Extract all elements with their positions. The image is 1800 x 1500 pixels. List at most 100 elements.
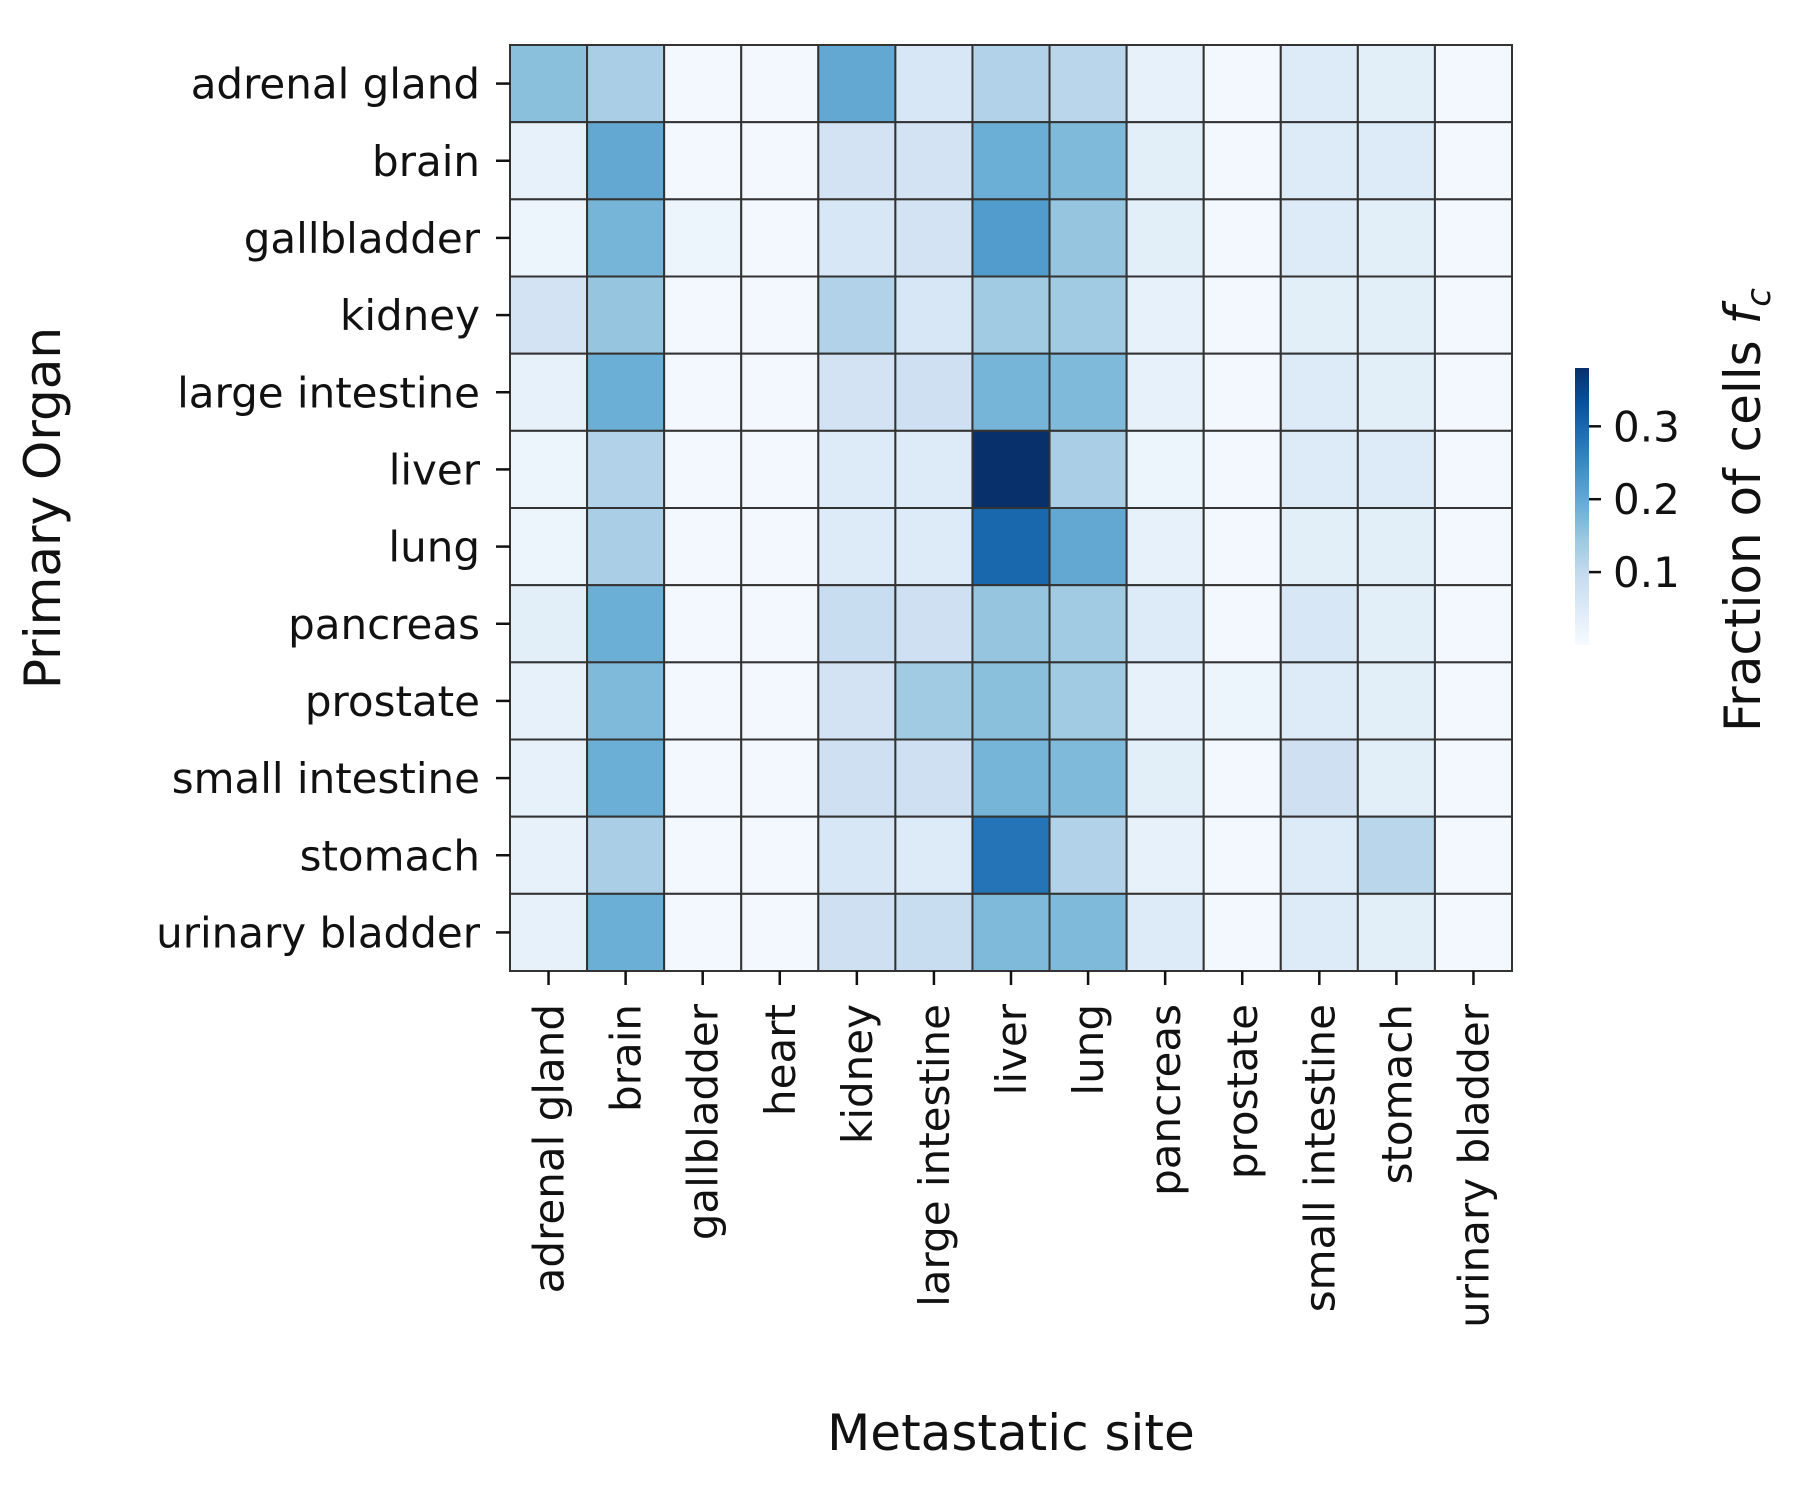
heatmap-cell [1356,815,1436,895]
x-tick-label: lung [1064,1004,1113,1096]
heatmap-cell [740,507,820,587]
heatmap-cell [1356,275,1436,355]
colorbar-gradient [1575,368,1589,645]
heatmap-cell [663,892,743,972]
heatmap-cell [817,584,897,664]
heatmap-cell [817,815,897,895]
heatmap-cell [1125,507,1205,587]
heatmap-cell [817,661,897,741]
colorbar: 0.1 0.2 0.3 Fraction of cells fc [1575,288,1779,732]
heatmap-cell [740,429,820,510]
heatmap-cell [663,584,743,664]
x-tick-label: liver [987,1003,1036,1095]
heatmap-cell [1356,429,1436,510]
heatmap-cell [894,661,974,741]
x-tick-label: large intestine [910,1004,959,1307]
y-axis-ticks: adrenal gland brain gallbladder kidney large… [156,60,510,957]
heatmap-cell [1125,121,1205,201]
heatmap-cell [1048,121,1128,201]
heatmap-cell [1202,429,1282,510]
heatmap-cell [894,429,974,510]
heatmap-cell [1202,275,1282,355]
x-axis-title: Metastatic site [827,1404,1195,1462]
y-tick-label: pancreas [288,600,480,649]
heatmap-cell [663,352,743,432]
y-tick-label: brain [372,137,480,186]
heatmap-cell [1433,892,1514,972]
heatmap-cell [817,429,897,510]
x-tick-label: kidney [833,1004,882,1144]
heatmap-cell [1279,507,1359,587]
heatmap-cell [586,352,666,432]
heatmap-cell [1279,121,1359,201]
x-tick-label: gallbladder [679,1003,728,1240]
heatmap-cell [817,44,897,124]
heatmap-cell [509,44,589,124]
heatmap-cell [1125,661,1205,741]
heatmap-cell [740,815,820,895]
heatmap-cell [1279,661,1359,741]
heatmap-cell [1433,352,1514,432]
heatmap-cell [1356,584,1436,664]
heatmap-cell [894,815,974,895]
heatmap-cell [586,275,666,355]
heatmap-cell [894,44,974,124]
heatmap-cell [1202,815,1282,895]
heatmap-cell [1433,738,1514,818]
heatmap-cell [740,661,820,741]
heatmap-cell [509,584,589,664]
y-tick-label: adrenal gland [191,60,480,109]
heatmap-cell [586,892,666,972]
heatmap-cell [663,121,743,201]
y-tick-label: prostate [305,677,480,726]
heatmap-cell [1125,352,1205,432]
heatmap-cell [740,352,820,432]
heatmap-cell [509,661,589,741]
heatmap-cell [663,429,743,510]
heatmap-cell [586,198,666,278]
heatmap-cell [1202,198,1282,278]
heatmap-cell [817,738,897,818]
heatmap-cell [971,661,1051,741]
heatmap-cell [1279,584,1359,664]
heatmap-cell [894,275,974,355]
heatmap-cell [1356,121,1436,201]
heatmap-cell [1279,352,1359,432]
heatmap-cell [586,738,666,818]
heatmap-cell [1048,661,1128,741]
heatmap-cell [740,738,820,818]
heatmap-cell [1048,429,1128,510]
heatmap-cell [740,121,820,201]
y-tick-label: liver [389,445,481,494]
heatmap-cell [971,198,1051,278]
colorbar-tick-label: 0.2 [1613,475,1680,524]
heatmap-cell [1279,892,1359,972]
heatmap-cell [1125,584,1205,664]
heatmap-cell [971,44,1051,124]
heatmap-cell [509,892,589,972]
heatmap-cell [1433,661,1514,741]
heatmap-cell [586,661,666,741]
heatmap-cell [1048,507,1128,587]
y-axis-title: Primary Organ [14,327,72,689]
heatmap-cell [663,738,743,818]
heatmap-cell [509,738,589,818]
heatmap-cell [1433,198,1514,278]
heatmap-cell [894,121,974,201]
heatmap-cell [894,198,974,278]
x-tick-label: small intestine [1295,1004,1344,1312]
heatmap-cell [1125,275,1205,355]
x-tick-label: prostate [1218,1004,1267,1179]
heatmap-cell [1433,275,1514,355]
heatmap-cell [1048,352,1128,432]
heatmap-cell [663,198,743,278]
heatmap-cell [1433,429,1514,510]
heatmap-cell [1125,738,1205,818]
heatmap-cell [1202,661,1282,741]
heatmap-cell [586,584,666,664]
heatmap-cell [971,738,1051,818]
x-tick-label: adrenal gland [525,1004,574,1293]
heatmap-cell [1279,198,1359,278]
heatmap-cell [740,198,820,278]
heatmap-cell [971,352,1051,432]
